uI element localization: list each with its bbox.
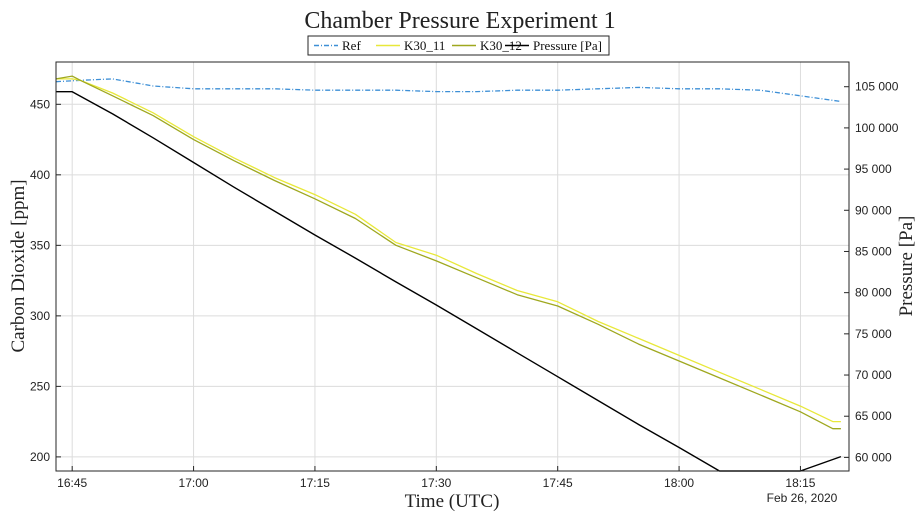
y-tick-label-left: 350 — [30, 238, 50, 252]
right-axis-ticks: 60 000 65 000 70 000 75 000 80 000 85 000 90 0… — [844, 80, 899, 464]
x-tick-label: 16:45 — [57, 476, 87, 490]
legend-label-k30-12: K30_12 — [480, 38, 522, 53]
y-tick-label-right: 100 000 — [855, 121, 899, 135]
legend-label-k30-11: K30_11 — [404, 38, 445, 53]
legend-label-pressure-pa: Pressure [Pa] — [533, 38, 602, 53]
date-label: Feb 26, 2020 — [767, 491, 838, 505]
series-layer — [55, 75, 842, 472]
series-line-k30-11 — [56, 78, 841, 423]
y-tick-label-left: 450 — [30, 97, 50, 111]
plot-frame — [55, 61, 850, 472]
y-tick-label-left: 300 — [30, 309, 50, 323]
y-tick-label-left: 200 — [30, 450, 50, 464]
y-tick-label-right: 60 000 — [855, 450, 892, 464]
series-line-k30-12 — [55, 75, 841, 430]
series-line-pressure-pa — [56, 90, 842, 472]
grid-layer — [56, 62, 849, 471]
x-tick-label: 17:00 — [179, 476, 209, 490]
x-axis-ticks: 16:45 17:00 17:15 17:30 17:45 18:00 18:15 — [57, 466, 816, 490]
y-tick-label-right: 85 000 — [855, 244, 892, 258]
y-tick-label-left: 400 — [30, 168, 50, 182]
chart-title: Chamber Pressure Experiment 1 — [304, 8, 615, 34]
y-tick-label-right: 65 000 — [855, 409, 892, 423]
legend-items: Ref K30_11 K30_12 Pressure [Pa] — [314, 38, 602, 53]
y-tick-label-right: 105 000 — [855, 80, 899, 94]
legend-label-ref: Ref — [342, 38, 361, 53]
y-tick-label-right: 90 000 — [855, 203, 892, 217]
x-tick-label: 18:15 — [785, 476, 815, 490]
y-tick-label-right: 80 000 — [855, 286, 892, 300]
x-tick-label: 17:45 — [543, 476, 573, 490]
x-tick-label: 17:15 — [300, 476, 330, 490]
left-axis-ticks: 200 250 300 350 400 450 — [30, 97, 61, 464]
x-tick-label: 17:30 — [421, 476, 451, 490]
y-tick-label-right: 75 000 — [855, 327, 892, 341]
y-tick-label-right: 95 000 — [855, 162, 892, 176]
y-axis-title-right: Pressure [Pa] — [896, 216, 917, 317]
x-axis-title: Time (UTC) — [405, 491, 500, 512]
y-tick-label-left: 250 — [30, 379, 50, 393]
x-tick-label: 18:00 — [664, 476, 694, 490]
y-axis-title-left: Carbon Dioxide [ppm] — [8, 179, 29, 352]
legend: Ref K30_11 K30_12 Pressure [Pa] — [307, 35, 610, 56]
series-line-ref — [55, 78, 841, 103]
y-tick-label-right: 70 000 — [855, 368, 892, 382]
